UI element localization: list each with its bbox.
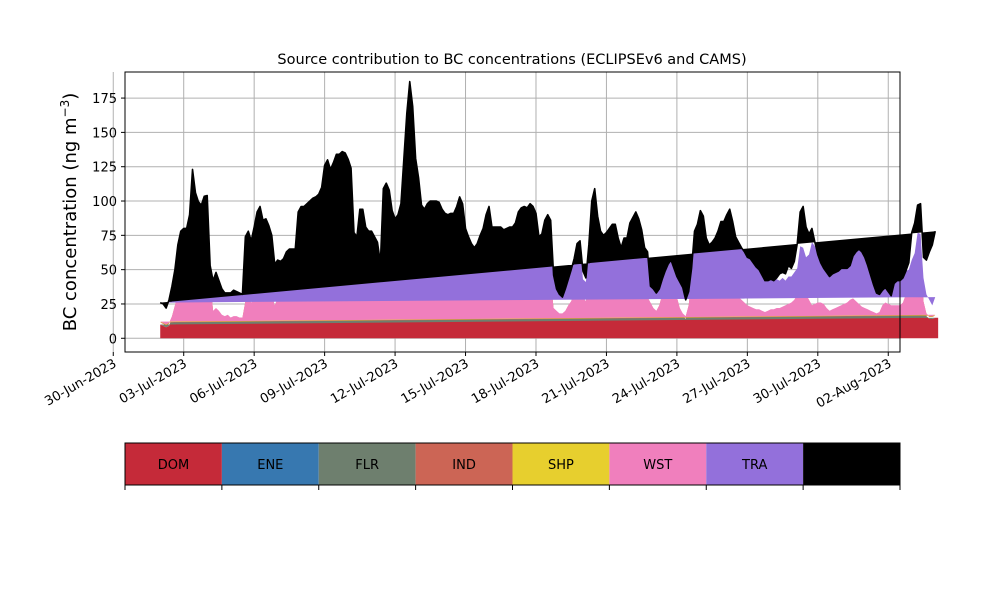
total-concentration-line [159, 80, 937, 309]
legend-swatch-flr [318, 443, 416, 485]
legend-swatch-tra [706, 443, 804, 485]
legend-label-bb: BB [843, 458, 861, 473]
y-axis-label-superscript: −3 [58, 100, 72, 118]
legend-label-ene: ENE [257, 458, 283, 473]
legend-swatch-dom [125, 443, 222, 485]
area-bb [160, 81, 936, 309]
legend-label-flr: FLR [355, 458, 379, 473]
legend-swatch-bb [803, 443, 900, 485]
y-tick-label: 50 [100, 264, 117, 279]
y-tick-label: 150 [92, 126, 117, 141]
legend-swatch-ene [221, 443, 319, 485]
y-axis-label: BC concentration (ng m−3) [58, 93, 81, 332]
y-axis-ticks: 0 25 50 75 100 125 150 175 [92, 92, 125, 347]
y-tick-label: 100 [92, 195, 117, 210]
y-tick-label: 175 [92, 92, 117, 107]
y-tick-label: 0 [109, 332, 117, 347]
legend-label-tra: TRA [741, 458, 767, 473]
legend-label-wst: WST [643, 458, 672, 473]
legend-colorbar: DOM ENE FLR IND SHP WST TRA BB [124, 442, 901, 490]
legend-swatch-shp [512, 443, 610, 485]
plot-frame [124, 71, 901, 353]
y-axis-label-main: BC concentration (ng m [60, 117, 81, 331]
stacked-area-series [160, 81, 939, 339]
y-tick-label: 25 [100, 298, 117, 313]
legend-frame [124, 442, 901, 486]
legend-label-ind: IND [452, 458, 476, 473]
legend-swatch-ind [415, 443, 513, 485]
legend-swatch-wst [609, 443, 707, 485]
y-axis-label-close: ) [60, 93, 81, 100]
y-tick-label: 125 [92, 161, 117, 176]
legend-label-shp: SHP [548, 458, 574, 473]
chart-title: Source contribution to BC concentrations… [277, 52, 746, 68]
y-tick-label: 75 [100, 229, 117, 244]
legend-label-dom: DOM [158, 458, 189, 473]
total-line-layer [159, 80, 937, 309]
